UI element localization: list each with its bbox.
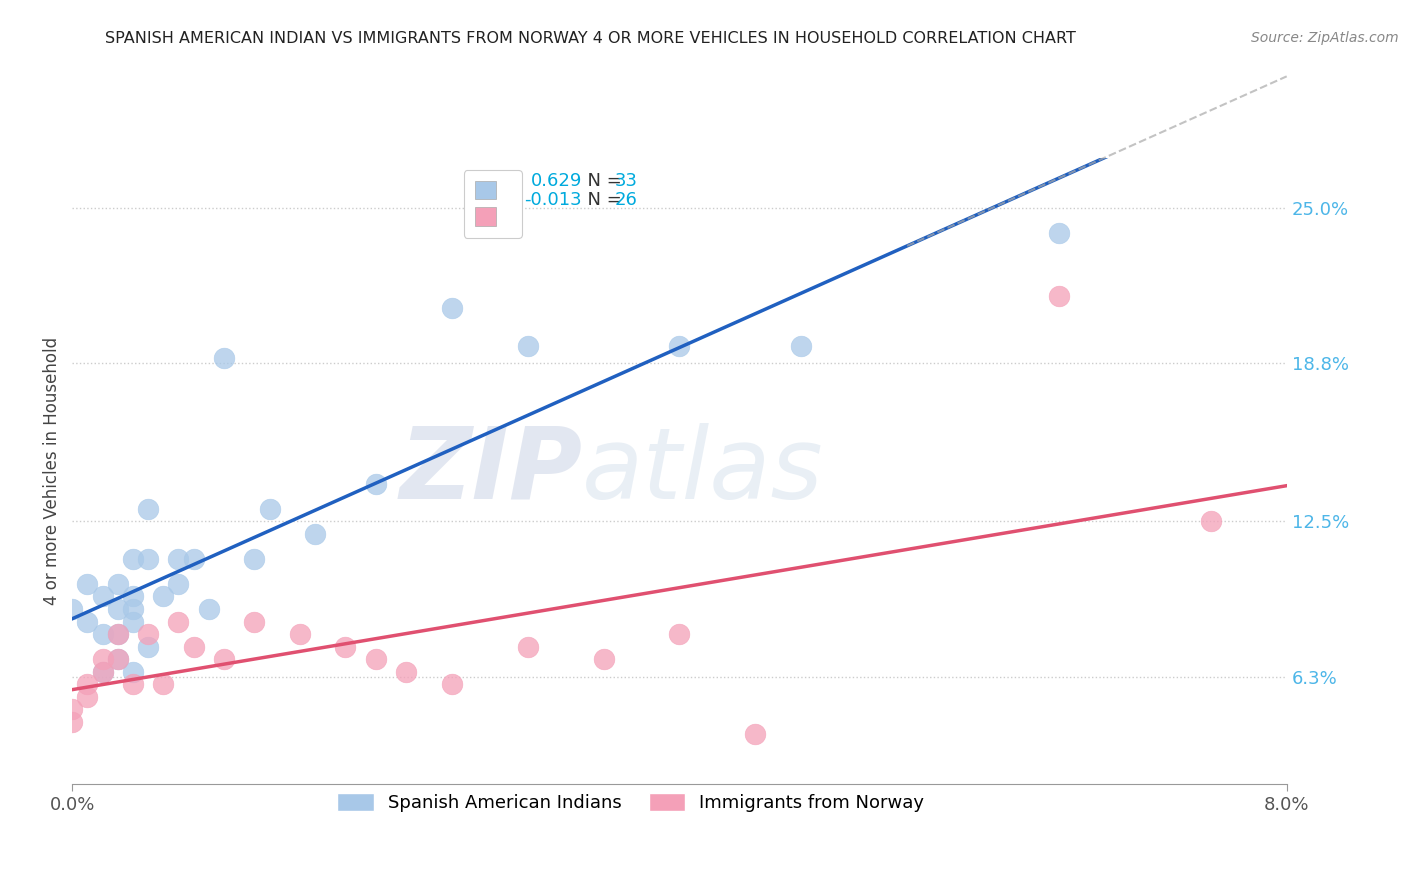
Point — [167, 615, 190, 629]
Legend: Spanish American Indians, Immigrants from Norway: Spanish American Indians, Immigrants fro… — [330, 786, 932, 819]
Point — [76, 577, 98, 591]
Point — [243, 552, 266, 566]
Point — [212, 351, 235, 366]
Text: Source: ZipAtlas.com: Source: ZipAtlas.com — [1251, 31, 1399, 45]
Text: 26: 26 — [614, 191, 638, 209]
Point — [167, 552, 190, 566]
Point — [668, 339, 690, 353]
Point — [440, 301, 463, 316]
Point — [212, 652, 235, 666]
Point — [1047, 288, 1070, 302]
Point — [76, 615, 98, 629]
Point — [60, 602, 83, 616]
Point — [440, 677, 463, 691]
Point — [167, 577, 190, 591]
Point — [259, 501, 281, 516]
Point — [136, 640, 159, 654]
Point — [335, 640, 357, 654]
Text: 0.629: 0.629 — [531, 172, 582, 190]
Point — [91, 627, 114, 641]
Point — [288, 627, 311, 641]
Point — [107, 652, 129, 666]
Text: -0.013: -0.013 — [524, 191, 582, 209]
Point — [122, 602, 145, 616]
Point — [76, 677, 98, 691]
Text: atlas: atlas — [582, 423, 824, 520]
Point — [198, 602, 221, 616]
Point — [107, 602, 129, 616]
Text: R =: R = — [491, 191, 530, 209]
Point — [107, 627, 129, 641]
Text: ZIP: ZIP — [399, 423, 582, 520]
Point — [183, 640, 205, 654]
Point — [152, 590, 174, 604]
Point — [668, 627, 690, 641]
Point — [122, 552, 145, 566]
Point — [152, 677, 174, 691]
Point — [122, 677, 145, 691]
Point — [107, 652, 129, 666]
Point — [91, 665, 114, 679]
Point — [60, 702, 83, 716]
Point — [395, 665, 418, 679]
Point — [122, 615, 145, 629]
Text: 33: 33 — [614, 172, 638, 190]
Point — [304, 526, 326, 541]
Point — [136, 627, 159, 641]
Text: SPANISH AMERICAN INDIAN VS IMMIGRANTS FROM NORWAY 4 OR MORE VEHICLES IN HOUSEHOL: SPANISH AMERICAN INDIAN VS IMMIGRANTS FR… — [105, 31, 1076, 46]
Point — [91, 665, 114, 679]
Point — [744, 727, 766, 741]
Point — [364, 476, 387, 491]
Point — [107, 627, 129, 641]
Point — [122, 590, 145, 604]
Point — [91, 590, 114, 604]
Point — [136, 501, 159, 516]
Point — [790, 339, 813, 353]
Point — [516, 339, 538, 353]
Point — [364, 652, 387, 666]
Point — [1199, 514, 1222, 528]
Y-axis label: 4 or more Vehicles in Household: 4 or more Vehicles in Household — [44, 337, 60, 605]
Text: R =: R = — [491, 172, 536, 190]
Point — [136, 552, 159, 566]
Point — [107, 577, 129, 591]
Point — [243, 615, 266, 629]
Point — [183, 552, 205, 566]
Point — [76, 690, 98, 704]
Text: N =: N = — [576, 172, 627, 190]
Text: N =: N = — [576, 191, 627, 209]
Point — [516, 640, 538, 654]
Point — [122, 665, 145, 679]
Point — [592, 652, 614, 666]
Point — [91, 652, 114, 666]
Point — [60, 714, 83, 729]
Point — [1047, 226, 1070, 240]
